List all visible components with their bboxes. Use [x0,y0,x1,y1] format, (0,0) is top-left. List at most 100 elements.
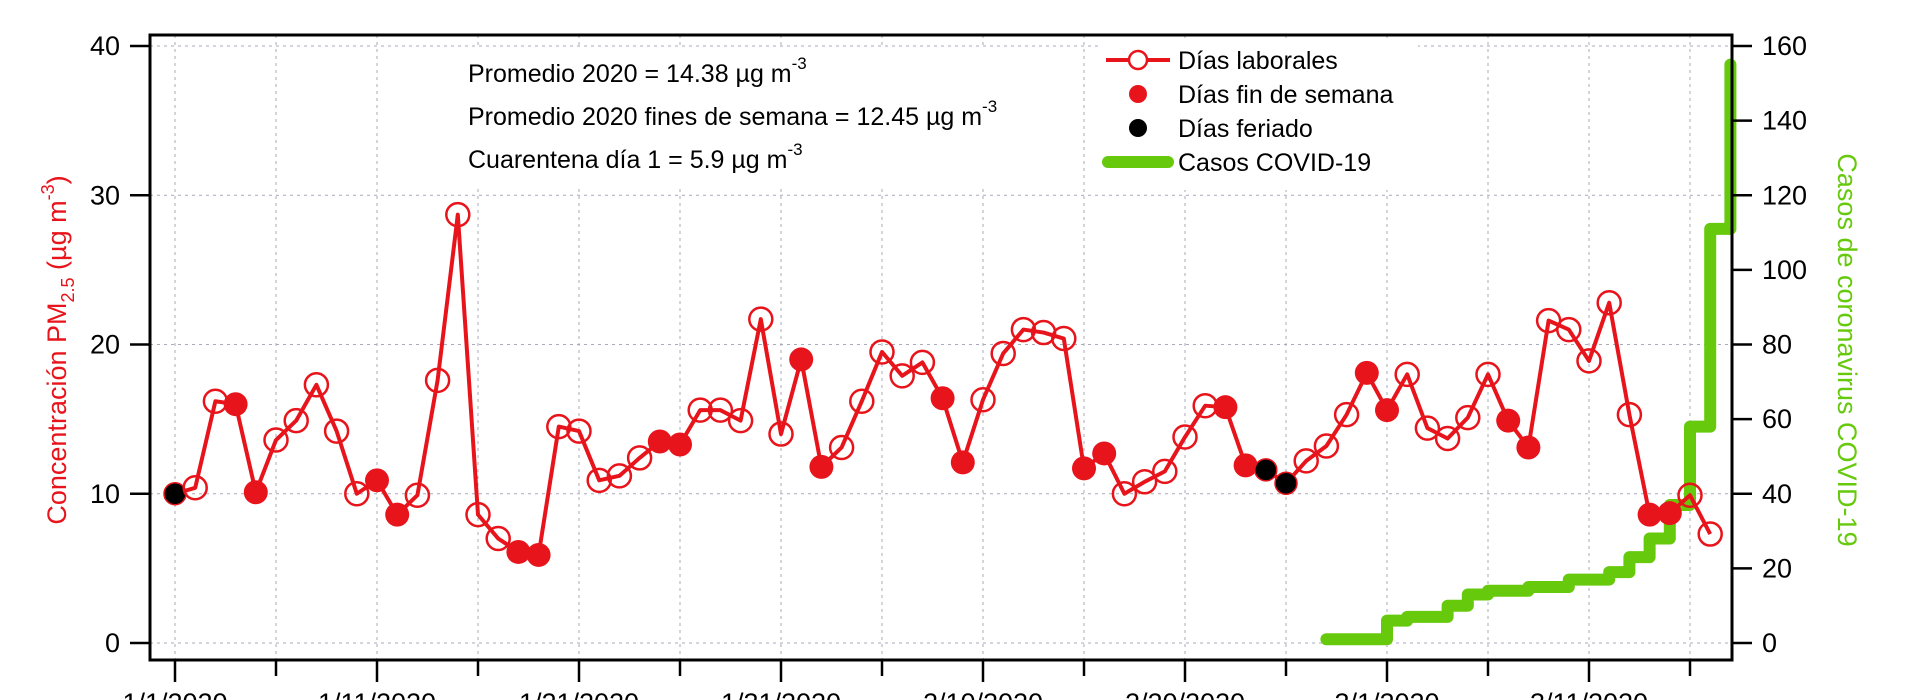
weekday-point [1172,424,1198,450]
right-y-tick-label: 40 [1762,479,1792,509]
left-axis-label: Concentración PM2.5 (µg m-3) [38,175,78,524]
pm25-line [174,212,1712,557]
holiday-point [1274,471,1298,496]
weekday-point [1596,289,1622,316]
x-tick-label: 1/11/2020 [318,688,436,700]
x-tick-label: 1/1/2020 [122,688,227,700]
weekend-point [1072,456,1096,481]
right-y-tick-label: 160 [1762,31,1807,61]
legend-item-casos-covid: Casos COVID-19 [1102,149,1371,177]
weekday-point [1152,458,1178,485]
axes: 1/1/2020 1/11/2020 1/21/2020 1/31/2020 2/10/… [90,31,1807,700]
legend-item-dias-fin-de-semana: Días fin de semana [1129,81,1393,109]
weekday-point [909,349,936,376]
left-y-tick-label: 30 [90,180,120,210]
holiday-point [1254,458,1278,482]
weekday-point [1394,361,1420,388]
filled-circle-icon [1129,85,1147,103]
annotation-background [462,48,1080,188]
weekday-point [1293,448,1319,474]
weekday-point [283,407,309,434]
weekday-point [1131,469,1158,495]
weekend-point [1092,441,1117,466]
weekday-point [1111,481,1138,507]
grid [150,35,1732,660]
weekday-point [626,445,653,471]
weekend-point [647,429,672,454]
weekend-point [506,539,531,564]
x-tick-label: 2/10/2020 [923,688,1043,700]
weekday-point [1697,521,1723,547]
weekday-point [687,397,713,423]
pm25-series [163,201,1723,567]
legend-label: Casos COVID-19 [1178,149,1371,177]
weekday-point [990,340,1016,367]
weekend-point [365,468,389,493]
weekday-point [445,201,471,228]
right-axis-label: Casos de coronavirus COVID-19 [1832,153,1862,546]
weekend-point [809,454,834,479]
left-y-tick-label: 40 [90,31,120,61]
filled-circle-icon [1129,119,1147,137]
weekend-point [243,480,268,505]
weekday-point [889,363,915,389]
left-y-tick-label: 20 [90,330,120,360]
weekend-point [1354,360,1379,385]
weekday-point [485,525,511,552]
right-y-tick-label: 120 [1762,180,1807,210]
weekday-point [1556,316,1582,343]
weekday-point [606,463,633,489]
weekend-point [950,450,975,475]
weekday-point [970,386,996,413]
weekend-point [930,386,955,411]
weekday-point [303,372,330,398]
legend-label: Días feriado [1178,115,1313,143]
weekday-point [586,467,612,494]
legend-item-dias-feriado: Días feriado [1129,115,1313,143]
weekend-point [1516,435,1541,460]
annotation-mean-weekends: Promedio 2020 fines de semana = 12.45 µg… [468,97,997,131]
weekday-point [869,339,895,365]
weekday-point [748,306,774,332]
x-tick-label: 1/31/2020 [721,688,841,700]
weekday-point [1616,401,1643,428]
weekend-point [1657,501,1682,526]
right-y-tick-label: 20 [1762,553,1792,583]
annotation-quarantine-day1: Cuarentena día 1 = 5.9 µg m-3 [468,140,803,174]
weekday-point [546,413,572,440]
weekday-point [1455,404,1481,431]
weekday-point [849,388,875,414]
right-y-tick-label: 100 [1762,255,1807,285]
weekday-point [768,421,794,447]
left-y-tick-label: 0 [105,628,120,658]
legend-label: Días fin de semana [1178,81,1393,109]
weekday-point [404,482,431,508]
weekend-point [789,347,814,372]
weekend-point [1637,502,1662,527]
weekend-point [385,502,410,527]
right-y-tick-label: 0 [1762,628,1777,658]
weekday-point [1313,433,1340,459]
weekday-point [1434,425,1461,452]
weekday-point [1475,361,1501,388]
x-tick-label: 2/20/2020 [1125,688,1245,700]
weekday-point [344,481,370,507]
weekday-point [1333,401,1360,428]
weekday-point [1414,415,1441,441]
weekend-point [526,542,551,567]
legend: Días laborales Días fin de semana Días f… [1098,40,1418,190]
weekday-point [1051,325,1077,352]
weekday-point [1576,348,1602,374]
annotations: Promedio 2020 = 14.38 µg m-3 Promedio 20… [462,48,1080,188]
x-tick-label: 3/1/2020 [1334,688,1439,700]
weekday-point [566,418,592,444]
weekday-point [1010,316,1037,343]
weekday-point [323,418,350,444]
weekday-point [707,397,734,423]
weekday-point [465,501,491,528]
open-circle-icon [1127,49,1149,71]
right-y-tick-label: 60 [1762,404,1792,434]
plot-frame [148,33,1734,662]
weekday-point [424,367,451,394]
